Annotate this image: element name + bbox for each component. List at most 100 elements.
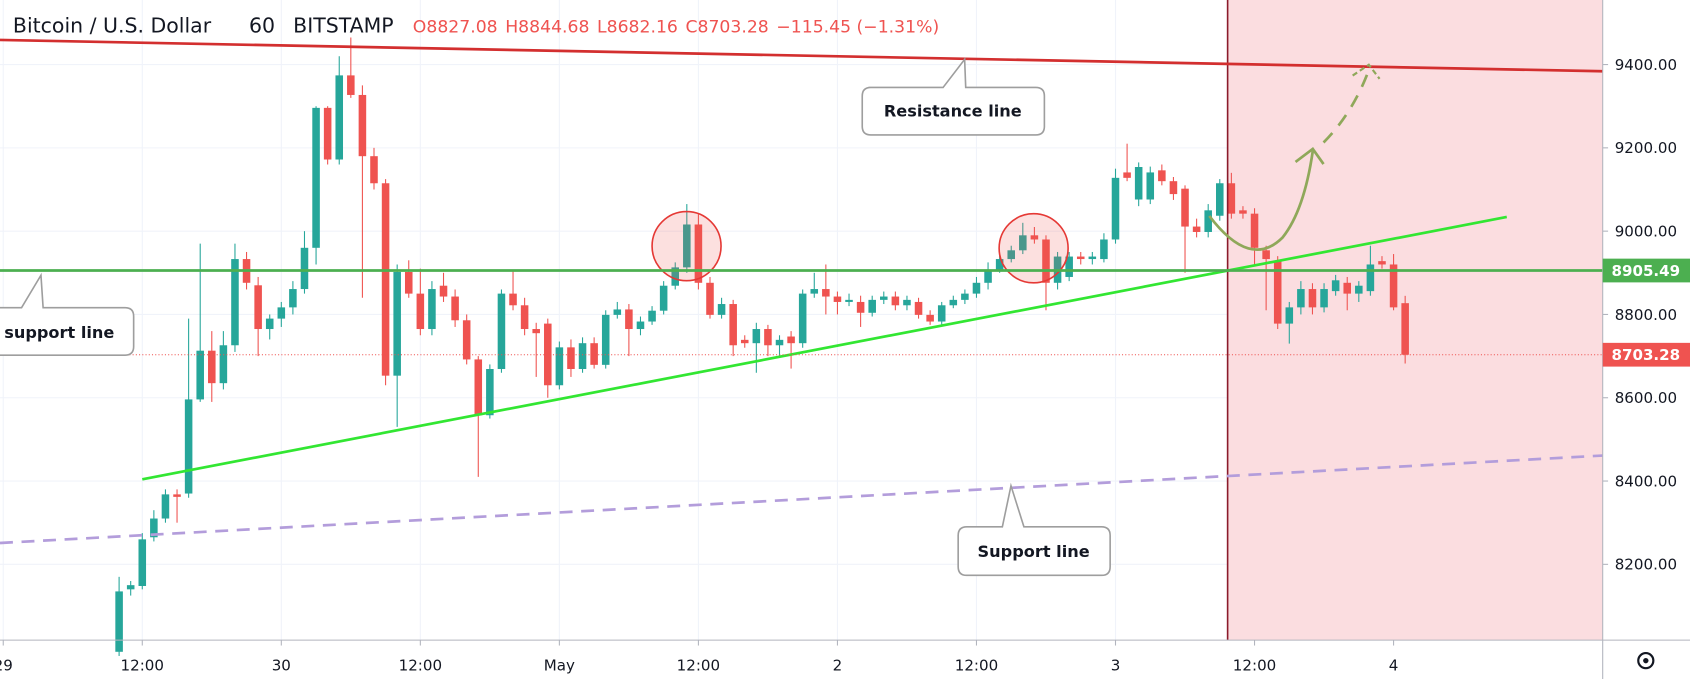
x-tick-label: 12:00: [1233, 656, 1276, 674]
price-label-box: [1602, 342, 1690, 367]
x-tick-label: 12:00: [121, 656, 164, 674]
candle-body: [1297, 289, 1305, 308]
candle-body: [474, 359, 483, 416]
y-tick-label: 8200.00: [1615, 556, 1677, 574]
candle-body: [347, 75, 355, 95]
resistance-trendline: [0, 38, 1603, 73]
projection-dashed: [1322, 69, 1371, 144]
candle-body: [1065, 256, 1073, 277]
ohlc-label: O: [413, 17, 427, 37]
candle-body: [462, 320, 471, 360]
candle-body: [1158, 170, 1166, 182]
candle-body: [289, 289, 297, 308]
candle-body: [1019, 235, 1027, 251]
x-tick-label: 30: [272, 656, 291, 674]
candle-body: [1262, 250, 1270, 260]
candle-body: [740, 339, 749, 344]
ohlc-label: L: [597, 17, 607, 37]
candle-body: [1123, 172, 1131, 178]
candle-body: [520, 305, 529, 330]
candle-body: [173, 494, 181, 497]
candle-body: [1076, 256, 1085, 260]
candle-body: [300, 247, 309, 290]
candle-body: [312, 107, 320, 248]
candle-body: [1389, 264, 1398, 308]
candle-body: [880, 296, 888, 300]
candle-body: [1401, 303, 1409, 355]
candle-body: [451, 296, 459, 321]
candle-body: [1042, 239, 1050, 283]
candle-body: [532, 329, 540, 334]
x-tick-label: 2: [833, 656, 843, 674]
candle-body: [428, 289, 436, 330]
candle-body: [1239, 210, 1247, 214]
candle-body: [1030, 235, 1039, 240]
highlight-circle: [998, 212, 1069, 284]
header: Bitcoin / U.S. Dollar 60 BITSTAMP O8827.…: [13, 13, 939, 37]
candle-body: [903, 299, 911, 306]
y-tick-label: 9000.00: [1615, 223, 1677, 241]
candle-body: [845, 299, 853, 302]
ohlc-value: 8827.08: [426, 17, 497, 37]
candle-body: [1146, 172, 1155, 200]
candle-body: [949, 299, 958, 306]
candle-body: [335, 75, 344, 160]
y-tick-label: 8600.00: [1615, 389, 1677, 407]
candle-body: [126, 585, 135, 590]
candle-body: [891, 296, 900, 306]
candle-body: [926, 314, 934, 322]
candle-body: [1134, 167, 1143, 200]
candle-body: [567, 347, 575, 370]
x-tick-label: May: [544, 656, 575, 674]
candle-body: [404, 271, 413, 294]
candle-body: [486, 369, 494, 416]
candle-body: [439, 285, 448, 297]
candle-body: [1355, 285, 1363, 294]
price-label: 8703.28: [1611, 346, 1680, 364]
support-trendline: [142, 215, 1508, 481]
ohlc-label: C: [685, 17, 697, 37]
candle-body: [1088, 256, 1097, 260]
candle-body: [868, 299, 876, 313]
candle-body: [613, 309, 622, 315]
candle-body: [683, 224, 691, 268]
candle-body: [1366, 264, 1375, 292]
candle-body: [1320, 289, 1328, 308]
candle-body: [219, 345, 228, 384]
candle-body: [1100, 239, 1108, 260]
settings-icon[interactable]: [1637, 652, 1655, 670]
candle-body: [937, 305, 946, 322]
candle-body: [370, 156, 378, 184]
candle-body: [509, 293, 517, 306]
y-tick-label: 8400.00: [1615, 472, 1677, 490]
x-tick-label: 12:00: [677, 656, 720, 674]
candle-body: [416, 293, 425, 330]
candle-body: [810, 289, 819, 294]
candle-body: [1216, 183, 1224, 216]
candle-body: [578, 343, 587, 370]
candle-body: [694, 224, 703, 283]
callout-box: [957, 482, 1111, 577]
exchange: BITSTAMP: [293, 13, 393, 37]
ohlc-value: 8844.68: [518, 17, 589, 37]
y-tick-label: 9400.00: [1615, 56, 1677, 74]
candle-body: [1273, 261, 1282, 324]
highlight-circle: [651, 210, 722, 282]
candle-body: [1308, 289, 1317, 308]
candle-body: [1250, 213, 1259, 248]
candle-body: [856, 301, 865, 313]
ohlc-label: H: [505, 17, 518, 37]
x-tick-label: 3: [1111, 656, 1121, 674]
y-tick-label: 8800.00: [1615, 306, 1677, 324]
callout-label: support line: [4, 323, 114, 342]
x-tick-label: 12:00: [955, 656, 998, 674]
candle-body: [961, 293, 969, 300]
x-tick-label: 29: [0, 656, 13, 674]
candle-body: [636, 321, 645, 330]
candle-body: [914, 301, 923, 315]
candle-body: [138, 539, 147, 586]
interval: 60: [249, 13, 275, 37]
highlight-region: [1227, 0, 1603, 641]
candle-body: [323, 107, 332, 160]
